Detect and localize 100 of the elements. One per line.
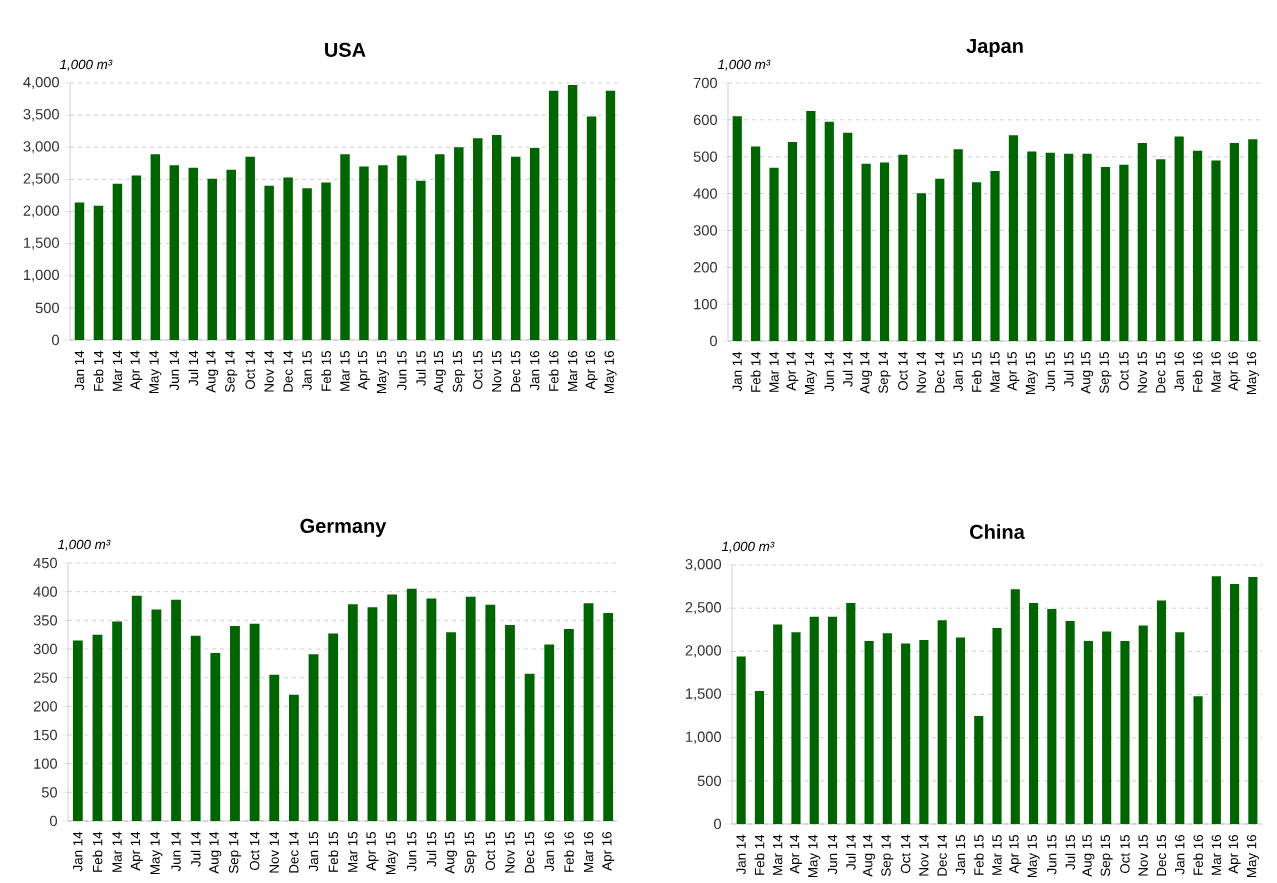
x-tick-label: Mar 15 [348,832,358,873]
x-tick-label: Jan 15 [308,832,319,872]
x-tick-label: May 14 [149,351,162,394]
bar [843,132,853,342]
y-tick-label: 300 [693,225,718,236]
x-tick-label: Mar 15 [992,835,1002,876]
bar [809,617,819,825]
x-tick-label: Mar 14 [773,835,783,876]
bar [190,636,201,822]
bar [1083,641,1093,825]
bar [563,629,574,822]
x-tick-label: Jan 14 [74,351,85,391]
bar [992,628,1002,825]
bar [210,653,221,822]
y-tick-label: 2,500 [685,602,722,615]
y-tick-label: 0 [52,335,60,346]
x-tick-label: Jun 14 [827,835,838,875]
x-tick-label: Jan 14 [732,352,742,392]
bar [245,157,255,341]
bar [524,673,535,822]
y-tick-label: 1,500 [686,688,722,701]
bar [605,90,616,341]
x-tick-label: Jul 14 [188,351,199,386]
x-tick-label: Jun 15 [1045,352,1055,392]
x-tick-label: May 16 [1246,352,1259,395]
x-tick-label: Jan 16 [1174,352,1184,392]
bar [151,609,162,822]
bar [754,691,764,825]
x-tick-label: Feb 15 [328,832,339,873]
x-tick-label: Feb 14 [750,352,761,393]
x-tick-label: Nov 14 [919,835,929,876]
x-tick-label: Jan 14 [73,832,83,872]
bar [1010,589,1020,825]
x-tick-label: May 16 [604,351,617,394]
bar [529,148,540,341]
x-tick-label: Nov 15 [505,832,515,873]
x-tick-label: Jun 14 [171,832,181,872]
y-tick-label: 100 [34,758,58,770]
x-tick-label: Jul 14 [845,835,856,870]
y-tick-label: 400 [693,188,718,199]
y-tick-label: 2,000 [685,645,722,658]
bar [485,605,496,822]
x-tick-label: Sep 14 [228,832,241,874]
bar [586,116,597,341]
bar [955,637,966,825]
bar [302,188,312,341]
x-tick-label: Mar 14 [112,351,123,392]
bar [1248,577,1258,825]
x-tick-label: May 14 [150,832,163,875]
x-tick-label: Jul 15 [426,832,437,867]
y-tick-label: 50 [41,787,58,798]
bar [773,624,783,825]
bar [935,179,945,342]
y-tick-label: 0 [50,816,58,827]
bar [827,617,838,825]
x-tick-label: Dec 15 [511,351,521,392]
bar [112,184,123,341]
x-tick-label: Feb 15 [321,351,331,392]
bar [769,167,779,342]
bar [93,205,104,341]
x-tick-label: Feb 14 [92,832,103,873]
bar [1230,584,1240,825]
bar [1100,167,1111,342]
bar [510,157,521,341]
bar [567,85,578,341]
x-tick-label: Oct 14 [900,835,911,874]
x-tick-label: Oct 15 [1119,352,1129,391]
bar [791,632,801,825]
bar [269,675,280,822]
x-tick-label: Apr 14 [790,835,802,874]
x-tick-label: Jan 14 [736,835,746,875]
x-tick-label: Apr 16 [1228,352,1241,391]
x-tick-label: Nov 15 [1137,352,1147,393]
bar [473,138,483,341]
x-tick-label: Mar 14 [112,832,122,873]
bar [1045,152,1055,342]
x-tick-label: Oct 15 [473,351,483,390]
bar [416,180,426,341]
bar [1137,143,1147,342]
x-tick-label: Feb 16 [548,351,559,392]
x-tick-label: Dec 14 [937,835,947,876]
y-tick-label: 1,000 [24,269,60,283]
chart-title: Germany [300,519,387,538]
bar [1156,600,1167,825]
x-tick-label: Dec 14 [289,832,299,873]
bar [861,163,871,342]
x-tick-label: Apr 14 [130,832,143,871]
x-tick-label: Jun 15 [397,351,407,391]
bar [732,116,742,342]
bar [1211,160,1221,342]
x-tick-label: Feb 15 [971,352,982,393]
y-axis-title: 1,000 m³ [59,59,113,71]
x-tick-label: Jun 14 [824,352,834,392]
x-tick-label: Mar 14 [769,352,779,393]
bar [846,603,856,825]
x-tick-label: Dec 14 [935,352,945,393]
bar [169,165,180,341]
x-tick-label: Apr 15 [357,351,370,390]
y-tick-label: 2,000 [23,205,60,218]
bar [505,625,515,822]
